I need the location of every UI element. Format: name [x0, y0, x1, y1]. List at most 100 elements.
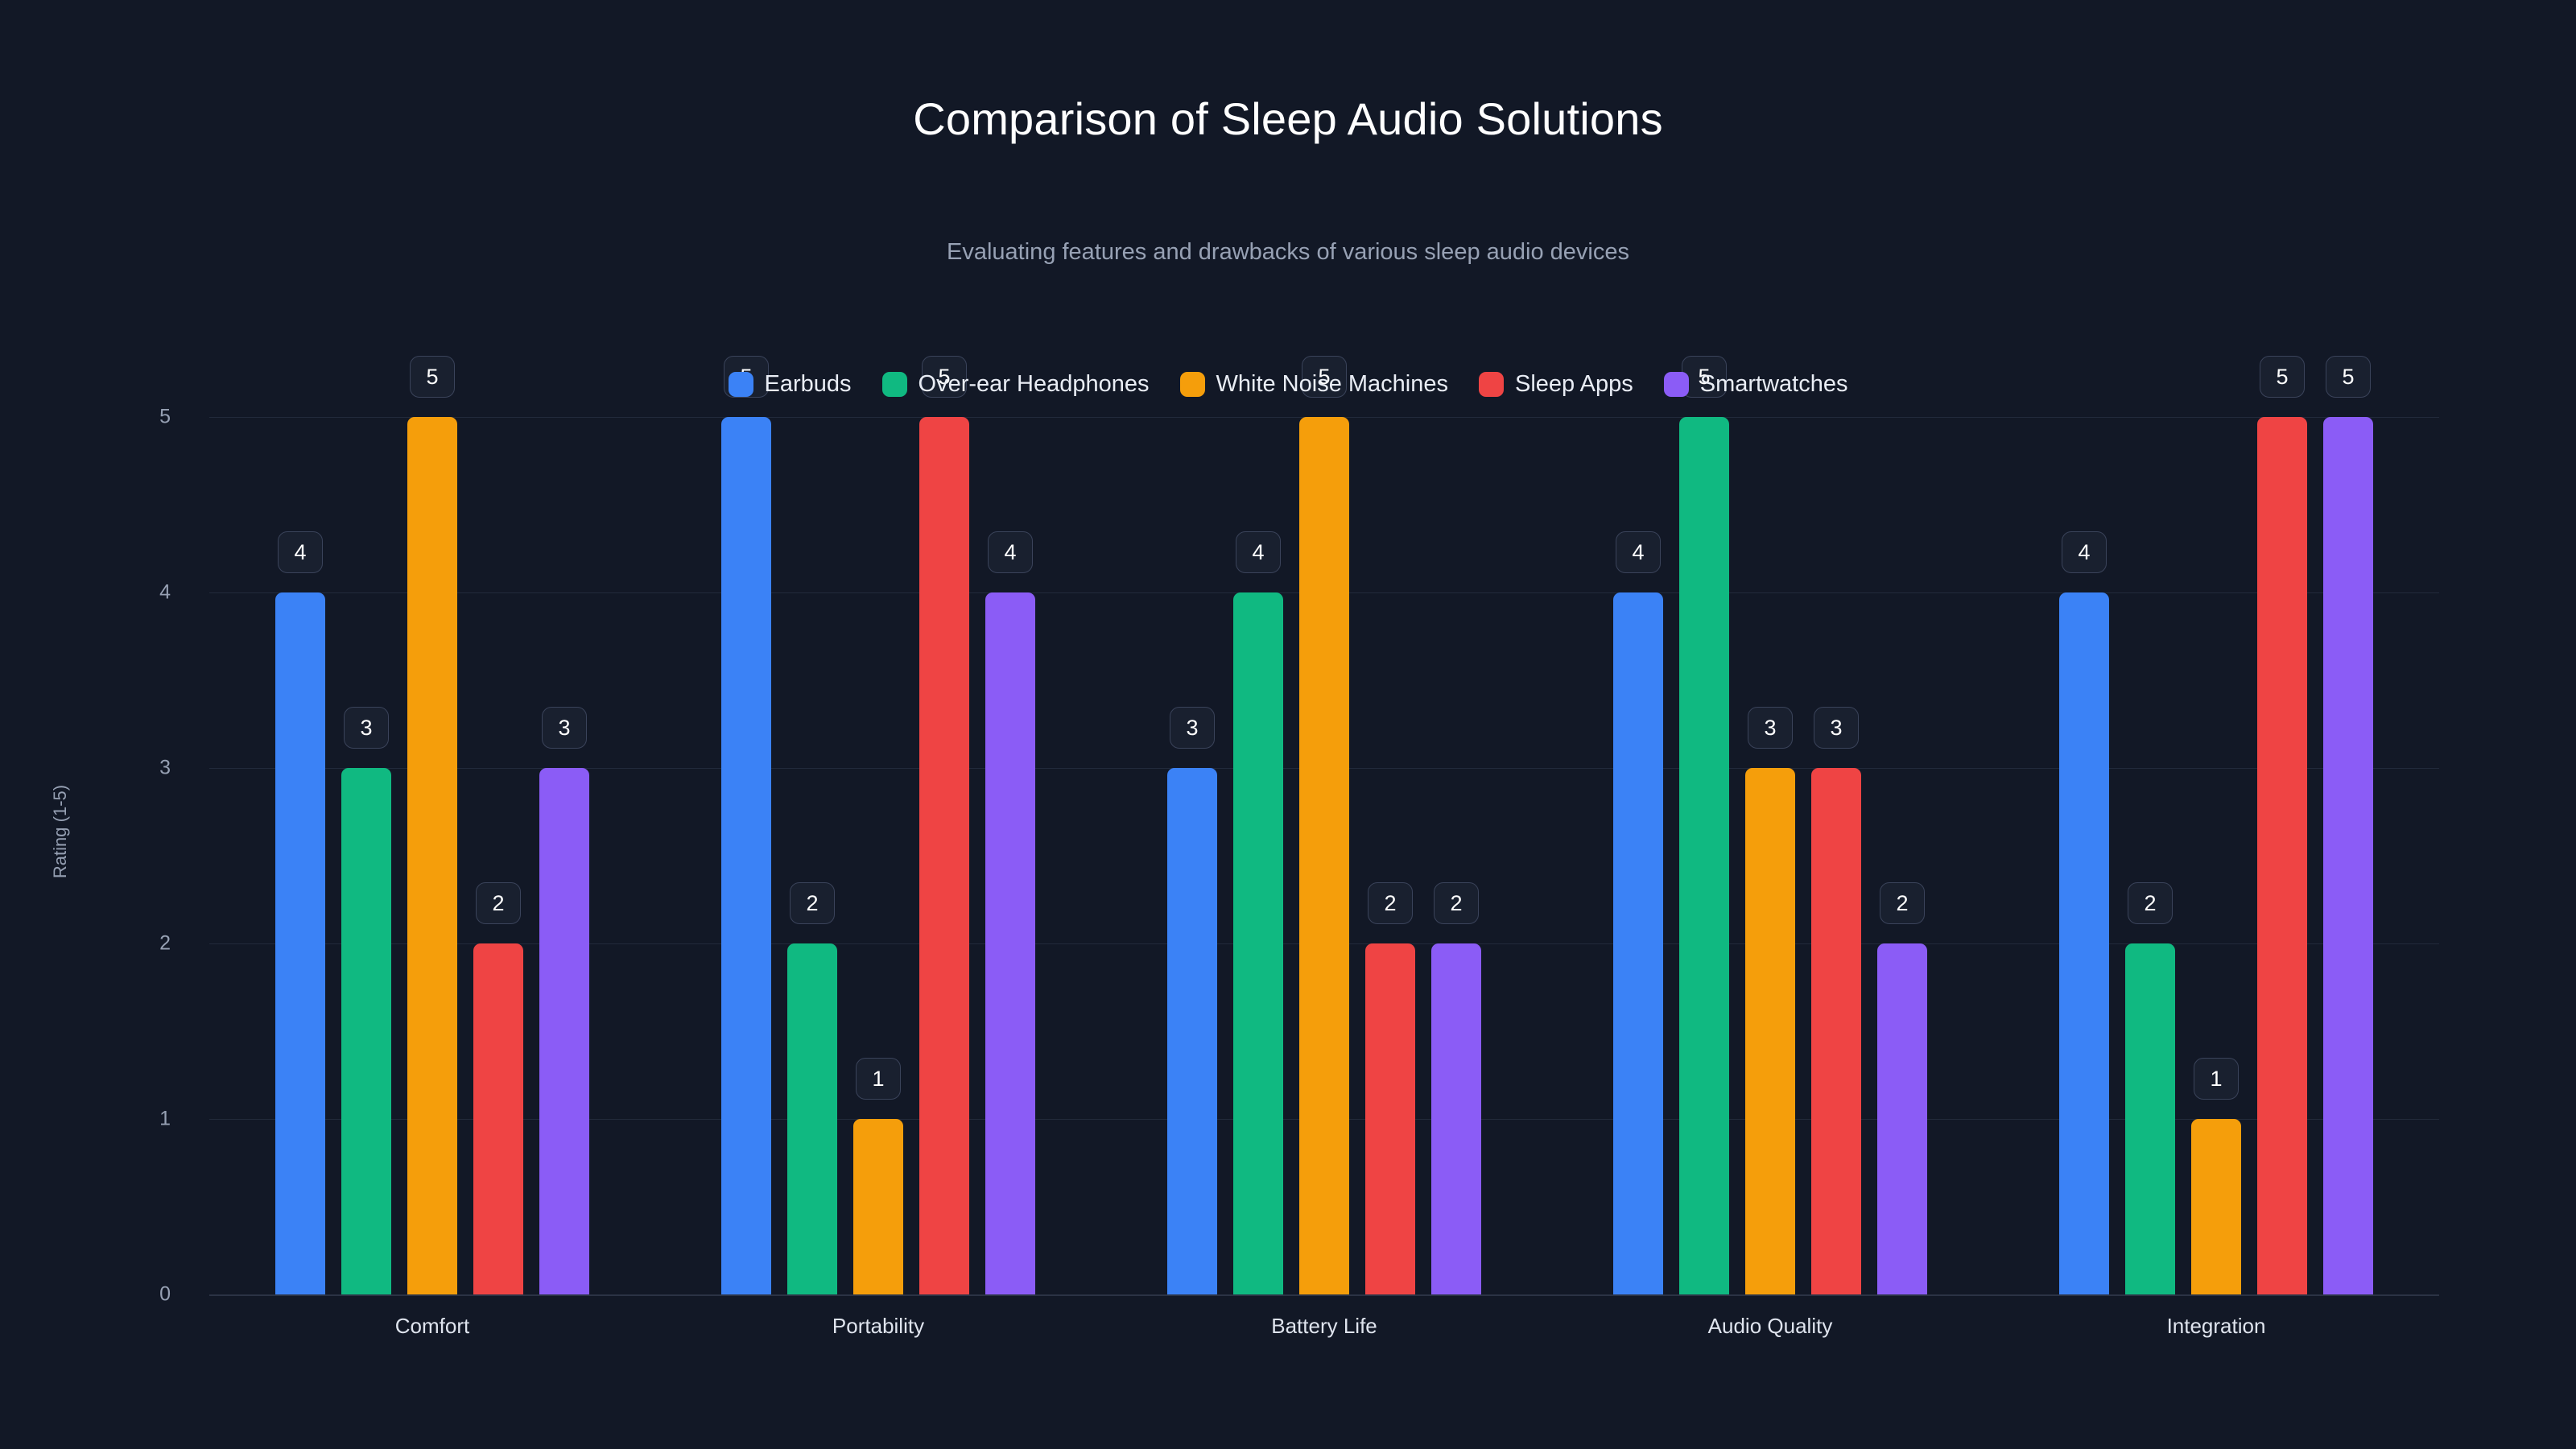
bar-slot: 4: [275, 417, 325, 1294]
bar-value-label: 4: [1236, 531, 1281, 573]
bar-smartwatches-comfort[interactable]: [539, 768, 589, 1294]
bar-group: 4 3 5 2 3: [275, 356, 589, 1294]
bar-slot: 5: [1679, 356, 1729, 1294]
bar-sleep-apps-audio-quality[interactable]: [1811, 768, 1861, 1294]
bar-smartwatches-integration[interactable]: [2323, 417, 2373, 1294]
bar-smartwatches-portability[interactable]: [985, 592, 1035, 1294]
bar-value-label: 5: [410, 356, 455, 398]
legend-item-label: Earbuds: [764, 371, 852, 397]
bar-value-label: 2: [1880, 882, 1925, 924]
bar-white-noise-machines-portability[interactable]: [853, 1119, 903, 1294]
bar-value-label: 2: [476, 882, 521, 924]
y-axis-tick-labels: 0 1 2 3 4 5: [0, 406, 193, 1306]
y-axis-tick-label: 2: [159, 931, 171, 955]
legend-item-label: Sleep Apps: [1515, 371, 1633, 397]
bar-smartwatches-battery-life[interactable]: [1431, 943, 1481, 1294]
bar-slot: 5: [407, 356, 457, 1294]
bar-over-ear-headphones-audio-quality[interactable]: [1679, 417, 1729, 1294]
bar-slot: 4: [1613, 417, 1663, 1294]
bar-sleep-apps-portability[interactable]: [919, 417, 969, 1294]
bar-value-label: 1: [856, 1058, 901, 1100]
bar-value-label: 1: [2194, 1058, 2239, 1100]
bar-white-noise-machines-integration[interactable]: [2191, 1119, 2241, 1294]
bar-slot: 3: [539, 417, 589, 1294]
bar-value-label: 5: [2260, 356, 2305, 398]
bar-slot: 5: [721, 356, 771, 1294]
bar-white-noise-machines-comfort[interactable]: [407, 417, 457, 1294]
bar-earbuds-audio-quality[interactable]: [1613, 592, 1663, 1294]
bar-slot: 2: [473, 417, 523, 1294]
bar-value-label: 3: [1814, 707, 1859, 749]
x-axis-baseline: [209, 1294, 2439, 1296]
bar-value-label: 5: [1682, 356, 1727, 398]
x-axis-tick-labels: Comfort Portability Battery Life Audio Qual…: [209, 1314, 2439, 1354]
bar-sleep-apps-comfort[interactable]: [473, 943, 523, 1294]
bar-value-label: 3: [1748, 707, 1793, 749]
y-axis-tick-label: 1: [159, 1107, 171, 1130]
bar-earbuds-portability[interactable]: [721, 417, 771, 1294]
bar-slot: 5: [919, 356, 969, 1294]
bar-value-label: 5: [922, 356, 967, 398]
bar-slot: 5: [2257, 356, 2307, 1294]
legend-swatch-icon: [728, 372, 753, 397]
x-axis-tick-label: Audio Quality: [1707, 1314, 1833, 1338]
bar-slot: 3: [1811, 417, 1861, 1294]
legend-swatch-icon: [1179, 372, 1205, 397]
bar-slot: 1: [853, 417, 903, 1294]
bar-earbuds-comfort[interactable]: [275, 592, 325, 1294]
bar-slot: 3: [341, 417, 391, 1294]
bar-over-ear-headphones-portability[interactable]: [787, 943, 837, 1294]
legend-item-sleep-apps[interactable]: Sleep Apps: [1479, 371, 1633, 398]
bar-earbuds-integration[interactable]: [2059, 592, 2109, 1294]
bar-value-label: 4: [988, 531, 1033, 573]
bar-value-label: 3: [542, 707, 587, 749]
bar-earbuds-battery-life[interactable]: [1167, 768, 1217, 1294]
legend-item-label: White Noise Machines: [1216, 371, 1449, 397]
bar-slot: 1: [2191, 417, 2241, 1294]
legend-swatch-icon: [1663, 372, 1689, 397]
bar-slot: 2: [1365, 417, 1415, 1294]
bar-value-label: 4: [2062, 531, 2107, 573]
x-axis-tick-label: Battery Life: [1271, 1314, 1377, 1338]
chart-legend: Earbuds Over-ear Headphones White Noise Ma…: [0, 371, 2576, 398]
legend-item-label: Smartwatches: [1699, 371, 1848, 397]
legend-item-earbuds[interactable]: Earbuds: [728, 371, 852, 398]
legend-item-label: Over-ear Headphones: [918, 371, 1150, 397]
bar-slot: 4: [1233, 417, 1283, 1294]
plot-area: 4352352154345224533242155: [209, 356, 2439, 1296]
bar-value-label: 2: [1434, 882, 1479, 924]
bar-over-ear-headphones-integration[interactable]: [2125, 943, 2175, 1294]
legend-item-white-noise-machines[interactable]: White Noise Machines: [1179, 371, 1449, 398]
bar-slot: 5: [1299, 356, 1349, 1294]
bar-slot: 2: [2125, 417, 2175, 1294]
legend-item-over-ear-headphones[interactable]: Over-ear Headphones: [881, 371, 1150, 398]
bar-value-label: 2: [2128, 882, 2173, 924]
bar-slot: 3: [1167, 417, 1217, 1294]
bar-slot: 4: [2059, 417, 2109, 1294]
bar-slot: 5: [2323, 356, 2373, 1294]
bar-white-noise-machines-audio-quality[interactable]: [1745, 768, 1795, 1294]
bar-slot: 2: [787, 417, 837, 1294]
y-axis-title: Rating (1-5): [50, 784, 70, 879]
x-axis-tick-label: Comfort: [394, 1314, 470, 1338]
bar-value-label: 2: [790, 882, 835, 924]
x-axis-tick-label: Portability: [832, 1314, 925, 1338]
bar-smartwatches-audio-quality[interactable]: [1877, 943, 1927, 1294]
legend-swatch-icon: [881, 372, 907, 397]
bar-over-ear-headphones-comfort[interactable]: [341, 768, 391, 1294]
bar-value-label: 3: [344, 707, 389, 749]
bar-sleep-apps-integration[interactable]: [2257, 417, 2307, 1294]
bar-white-noise-machines-battery-life[interactable]: [1299, 417, 1349, 1294]
bar-value-label: 2: [1368, 882, 1413, 924]
bar-sleep-apps-battery-life[interactable]: [1365, 943, 1415, 1294]
legend-item-smartwatches[interactable]: Smartwatches: [1663, 371, 1848, 398]
bar-over-ear-headphones-battery-life[interactable]: [1233, 592, 1283, 1294]
bar-value-label: 5: [1302, 356, 1347, 398]
bar-value-label: 4: [1616, 531, 1661, 573]
y-axis-tick-label: 5: [159, 405, 171, 428]
bar-value-label: 3: [1170, 707, 1215, 749]
bar-value-label: 5: [2326, 356, 2371, 398]
